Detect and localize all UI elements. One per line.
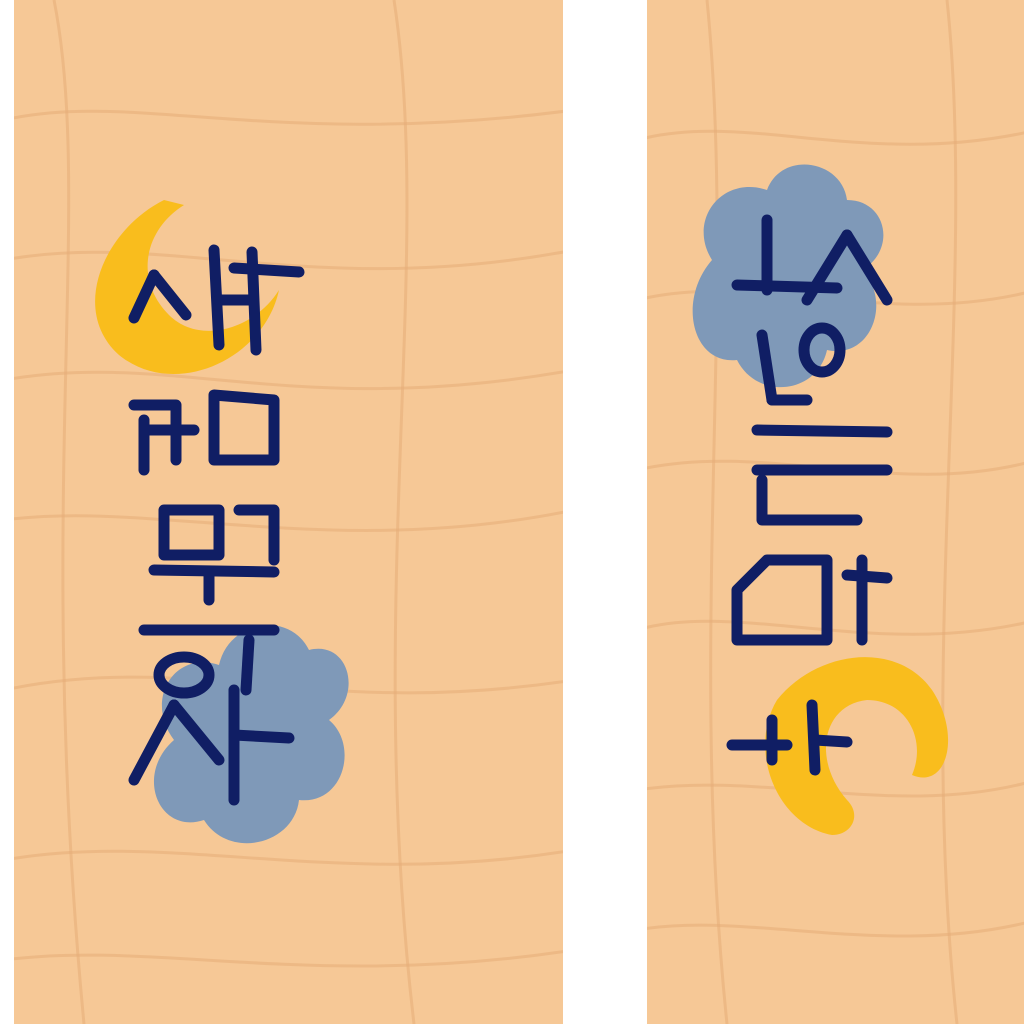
wood-grain bbox=[647, 0, 1024, 1024]
lettering-left bbox=[128, 244, 305, 806]
wood-board-right-art: 받으세요 bbox=[647, 0, 1024, 1024]
wood-board-left: 새해복많이 bbox=[14, 0, 563, 1024]
wood-texture bbox=[647, 0, 1024, 1024]
wood-board-right: 받으세요 bbox=[647, 0, 1024, 1024]
wood-board-left-art: 새해복많이 bbox=[14, 0, 563, 1024]
lettering-right bbox=[726, 214, 893, 776]
crescent-moon-icon bbox=[95, 200, 279, 375]
wood-texture bbox=[14, 0, 563, 1024]
